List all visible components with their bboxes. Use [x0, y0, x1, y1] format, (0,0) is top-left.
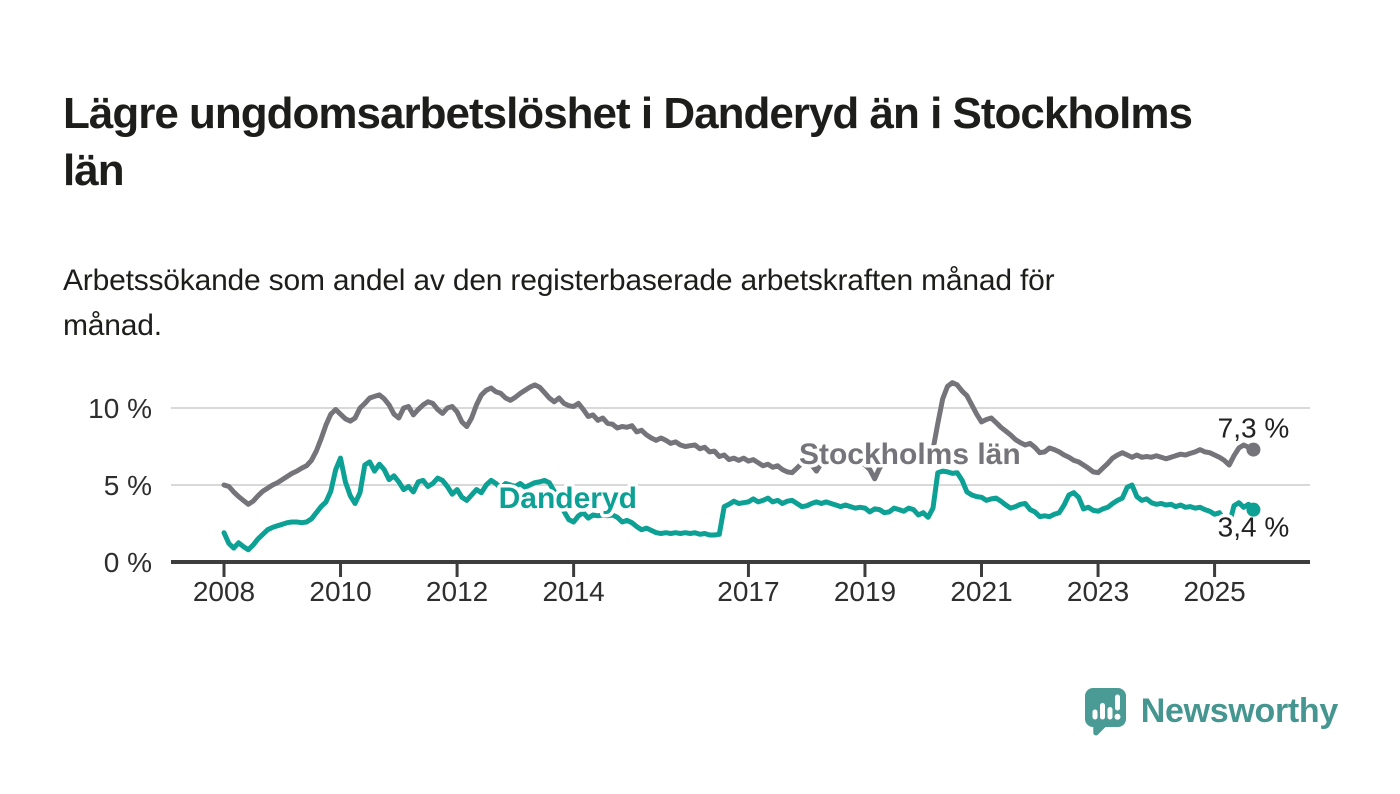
end-dot-stockholms-l-n: [1246, 442, 1261, 457]
y-axis-label-5: 5 %: [104, 470, 152, 501]
y-axis-label-10: 10 %: [88, 393, 152, 424]
chart-subtitle: Arbetssökande som andel av den registerb…: [63, 258, 1323, 348]
x-axis-label-2021: 2021: [950, 576, 1012, 607]
brand-name: Newsworthy: [1140, 691, 1339, 730]
chart-title-line2: län: [63, 146, 125, 196]
y-axis-label-0: 0 %: [104, 547, 152, 578]
chart-subtitle-line2: månad.: [63, 309, 162, 342]
series-label-danderyd: Danderyd: [499, 482, 637, 515]
x-axis-label-2010: 2010: [309, 576, 371, 607]
x-axis-label-2023: 2023: [1067, 576, 1129, 607]
x-axis-label-2014: 2014: [542, 576, 604, 607]
chart-title: Lägre ungdomsarbetslöshet i Danderyd än …: [63, 85, 1383, 199]
x-axis-label-2008: 2008: [193, 576, 255, 607]
x-axis-label-2017: 2017: [717, 576, 779, 607]
end-value-label-stockholms-l-n: 7,3 %: [1218, 413, 1290, 444]
chart-subtitle-line1: Arbetssökande som andel av den registerb…: [63, 264, 1055, 297]
end-dot-danderyd: [1246, 502, 1261, 517]
end-value-label-danderyd: 3,4 %: [1218, 512, 1290, 543]
series-line-stockholms-l-n: [221, 380, 1256, 507]
newsworthy-logo-icon: [1084, 688, 1126, 736]
chart-title-line1: Lägre ungdomsarbetslöshet i Danderyd än …: [63, 89, 1193, 139]
newsworthy-brand: Newsworthy: [1082, 686, 1338, 736]
x-axis-label-2012: 2012: [426, 576, 488, 607]
series-label-stockholms-l-n: Stockholms län: [799, 438, 1021, 471]
series-line-danderyd: [221, 455, 1256, 553]
x-axis-label-2025: 2025: [1183, 576, 1245, 607]
x-axis-label-2019: 2019: [834, 576, 896, 607]
